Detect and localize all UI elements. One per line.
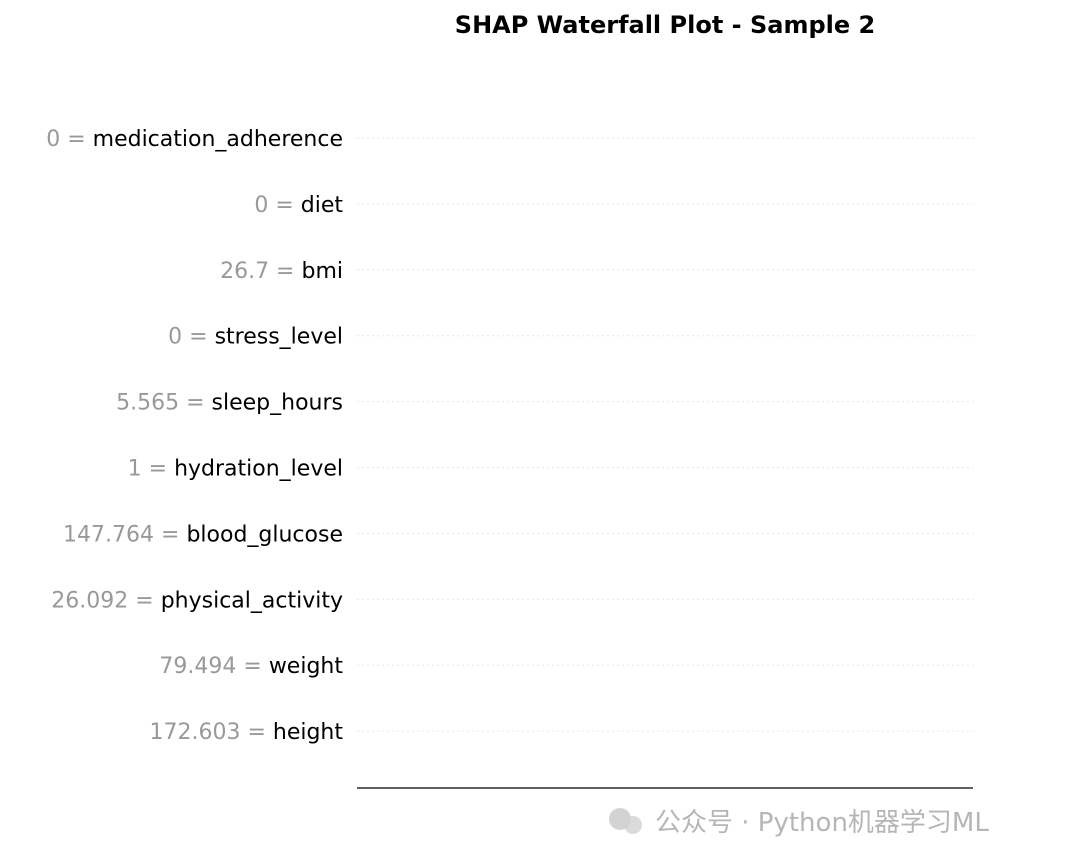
equals-sign: = (154, 522, 186, 547)
equals-sign: = (128, 588, 160, 613)
feature-value: 0 (254, 193, 268, 218)
feature-name: medication_adherence (93, 127, 343, 152)
feature-value: 147.764 (63, 522, 154, 547)
feature-label: 147.764 = blood_glucose (63, 522, 343, 547)
equals-sign: = (236, 654, 268, 679)
equals-sign: = (179, 391, 211, 416)
feature-value: 26.092 (51, 588, 128, 613)
feature-name: diet (301, 193, 344, 218)
equals-sign: = (182, 325, 214, 350)
feature-name: sleep_hours (212, 391, 343, 416)
feature-name: height (273, 720, 343, 745)
feature-name: weight (269, 654, 344, 679)
feature-value: 5.565 (116, 391, 179, 416)
wechat-icon-bubble (624, 816, 642, 834)
feature-value: 1 (128, 457, 142, 482)
feature-name: stress_level (215, 325, 343, 350)
feature-label: 0 = stress_level (168, 325, 343, 350)
feature-name: bmi (301, 259, 343, 284)
watermark-text: 公众号 · Python机器学习ML (655, 808, 989, 838)
equals-sign: = (142, 457, 174, 482)
feature-label: 79.494 = weight (159, 654, 343, 679)
feature-label: 0 = medication_adherence (46, 127, 343, 152)
equals-sign: = (240, 720, 272, 745)
feature-value: 0 (168, 325, 182, 350)
chart-title: SHAP Waterfall Plot - Sample 2 (455, 11, 875, 39)
equals-sign: = (269, 259, 301, 284)
equals-sign: = (60, 127, 92, 152)
feature-label: 172.603 = height (149, 720, 343, 745)
feature-label: 0 = diet (254, 193, 343, 218)
feature-name: physical_activity (161, 588, 343, 613)
feature-value: 79.494 (159, 654, 236, 679)
equals-sign: = (268, 193, 300, 218)
feature-name: hydration_level (174, 457, 343, 482)
feature-label: 26.092 = physical_activity (51, 588, 343, 613)
feature-label: 1 = hydration_level (128, 457, 343, 482)
feature-label: 5.565 = sleep_hours (116, 391, 343, 416)
feature-name: blood_glucose (186, 522, 343, 547)
feature-label: 26.7 = bmi (220, 259, 343, 284)
feature-value: 26.7 (220, 259, 269, 284)
feature-value: 172.603 (149, 720, 240, 745)
feature-value: 0 (46, 127, 60, 152)
